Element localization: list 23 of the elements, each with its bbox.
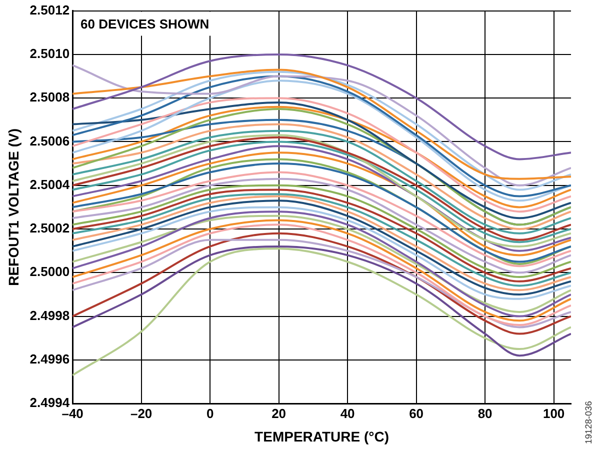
text: 19128-036 (583, 400, 594, 444)
y-tick-label: 2.4996 (30, 352, 70, 367)
y-tick-label: 2.5000 (30, 264, 70, 280)
x-tick-label: 60 (409, 406, 424, 421)
x-axis-title: TEMPERATURE (°C) (254, 428, 390, 444)
x-tick-label: 100 (542, 406, 565, 421)
y-axis-title: REFOUT1 VOLTAGE (V) (5, 128, 22, 286)
annotation: 60 DEVICES SHOWN (80, 16, 210, 32)
x-tick-label: 0 (206, 406, 214, 421)
y-tick-label: 2.5004 (30, 176, 70, 192)
y-tick-label: 2.5002 (30, 220, 70, 236)
x-tick-label: 80 (478, 406, 492, 421)
line-series (72, 245, 571, 357)
line-series (72, 248, 571, 376)
y-tick-label: 2.5008 (30, 90, 70, 105)
y-tick-label: 2.5010 (30, 46, 70, 62)
y-tick-label: 2.5012 (30, 2, 70, 18)
x-tick-label: –20 (130, 406, 152, 421)
x-tick-label: 20 (272, 406, 286, 421)
y-tick-label: 2.4998 (30, 308, 70, 323)
y-tick-label: 2.5006 (30, 133, 70, 148)
line-series (72, 53, 571, 160)
x-tick-label: 40 (340, 406, 355, 421)
